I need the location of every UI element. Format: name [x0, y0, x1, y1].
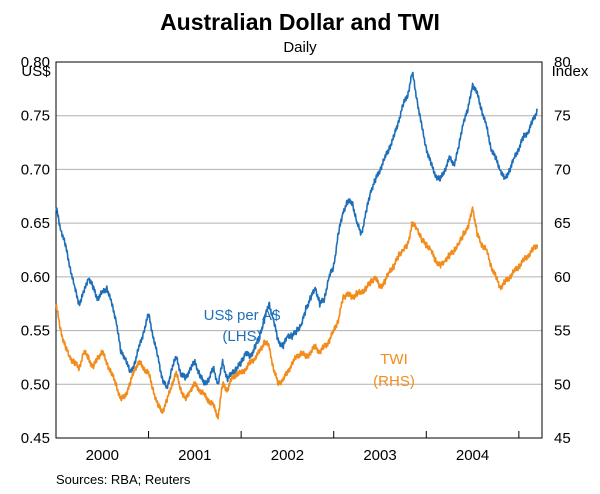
x-tick-label: 2000 — [86, 447, 119, 464]
series-line-usd-per-aud — [55, 71, 539, 390]
left-tick-label: 0.70 — [21, 161, 50, 178]
source-note: Sources: RBA; Reuters — [56, 472, 191, 487]
annotation-twi-line2: (RHS) — [373, 373, 415, 390]
right-tick-label: 50 — [554, 376, 571, 393]
annotation-twi-line1: TWI — [380, 351, 408, 368]
x-tick-label: 2001 — [178, 447, 211, 464]
plot-frame — [55, 61, 543, 439]
x-tick-label: 2002 — [271, 447, 304, 464]
annotation-usd-line2: (LHS) — [222, 328, 261, 345]
left-tick-label: 0.75 — [21, 108, 50, 125]
series-line-twi — [55, 206, 539, 420]
right-tick-label: 70 — [554, 161, 571, 178]
x-tick-label: 2004 — [456, 447, 489, 464]
right-tick-label: 55 — [554, 323, 571, 340]
chart-title: Australian Dollar and TWI — [160, 9, 440, 35]
series-lines — [55, 71, 539, 420]
right-tick-label: 60 — [554, 269, 571, 286]
left-tick-label: 0.55 — [21, 323, 50, 340]
left-tick-label: 0.50 — [21, 376, 50, 393]
left-axis-label: US$ — [21, 63, 51, 80]
right-tick-label: 80 — [554, 54, 571, 71]
left-tick-label: 0.65 — [21, 215, 50, 232]
left-tick-label: 0.80 — [21, 54, 50, 71]
x-tick-label: 2003 — [363, 447, 396, 464]
right-tick-label: 65 — [554, 215, 571, 232]
right-tick-label: 45 — [554, 430, 571, 447]
left-tick-label: 0.45 — [21, 430, 50, 447]
annotation-usd-line1: US$ per A$ — [204, 307, 281, 324]
right-tick-label: 75 — [554, 108, 571, 125]
gridlines — [56, 115, 542, 385]
left-tick-label: 0.60 — [21, 269, 50, 286]
axis-ticks: 0.45 0.50 0.55 0.60 0.65 0.70 0.75 0.80 45 50 55 60… — [21, 54, 571, 464]
chart-subtitle: Daily — [283, 39, 317, 56]
right-axis-label: Index — [552, 63, 589, 80]
